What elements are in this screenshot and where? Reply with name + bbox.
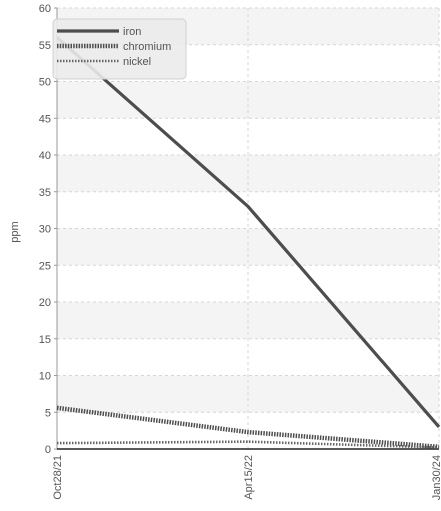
legend-label-chromium: chromium	[123, 41, 171, 53]
x-tick-label: Apr15/22	[243, 455, 255, 500]
x-tick-label: Oct28/21	[52, 455, 64, 500]
y-tick-label: 45	[39, 113, 51, 125]
series-line-nickel	[56, 440, 440, 449]
grid-band	[57, 155, 439, 192]
y-tick-label: 40	[39, 150, 51, 162]
y-tick-label: 20	[39, 297, 51, 309]
y-tick-label: 60	[39, 3, 51, 15]
y-tick-label: 50	[39, 77, 51, 89]
y-tick-label: 35	[39, 187, 51, 199]
legend-label-nickel: nickel	[123, 56, 151, 68]
y-tick-label: 0	[45, 444, 51, 456]
x-tick-label: Jan30/24	[431, 455, 441, 500]
legend: iron chromium nickel	[52, 18, 187, 80]
legend-label-iron: iron	[123, 26, 141, 38]
y-tick-label: 5	[45, 407, 51, 419]
y-axis-label: ppm	[9, 221, 21, 242]
grid-band	[57, 228, 439, 266]
legend-box	[52, 18, 187, 80]
y-tick-label: 30	[39, 224, 51, 236]
y-tick-label: 15	[39, 334, 51, 346]
y-tick-label: 10	[39, 371, 51, 383]
y-tick-labels: 0 5 10 15 20 25 30 35 40 45 50 55 60	[39, 3, 57, 456]
x-tick-labels: Oct28/21 Apr15/22 Jan30/24	[52, 455, 441, 500]
gridlines	[56, 7, 440, 449]
y-tick-label: 25	[39, 260, 51, 272]
y-tick-label: 55	[39, 40, 51, 52]
